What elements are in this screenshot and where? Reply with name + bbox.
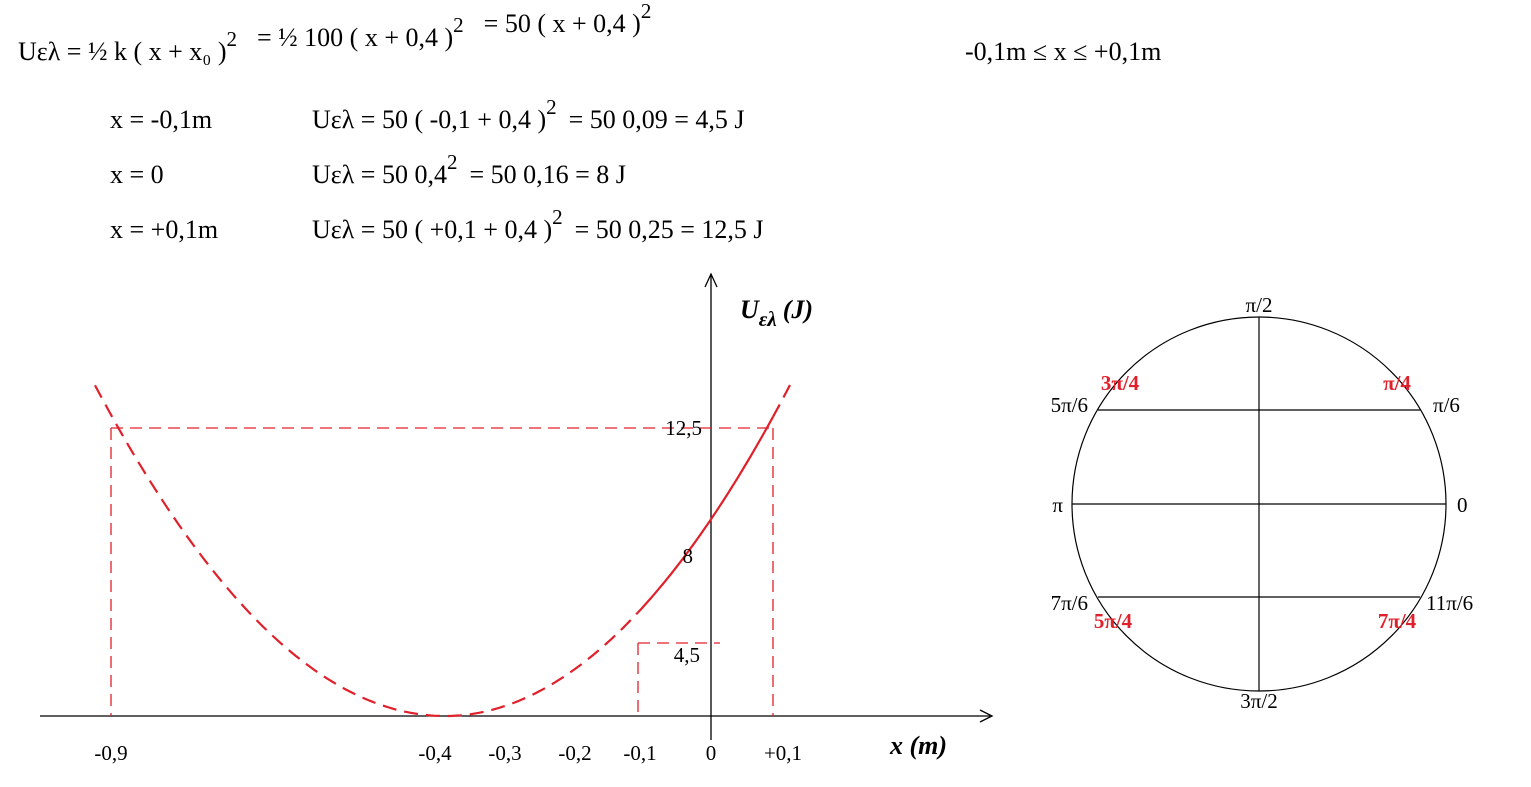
angle-label: π/2 [1246,293,1273,317]
y-ticks: 12,5 8 4,5 [665,416,702,667]
row-expr: Uελ = 50 0,42 = 50 0,16 = 8 J [312,150,626,189]
result: = 50 0,09 = 4,5 J [569,105,745,134]
angle-label: 7π/4 [1378,609,1417,633]
angle-label: π/4 [1383,371,1411,395]
x-tick-label: +0,1 [764,741,802,765]
angle-label: 5π/6 [1051,393,1088,417]
result: = 50 0,25 = 12,5 J [575,215,764,244]
exponent: 2 [546,95,557,119]
row-x: x = +0,1m [110,215,218,244]
angle-label: 0 [1457,493,1468,517]
row-expr: Uελ = 50 ( +0,1 + 0,4 )2 = 50 0,25 = 12,5… [312,205,764,244]
result: = 50 0,16 = 8 J [469,160,625,189]
range: -0,1m ≤ x ≤ +0,1m [965,37,1161,66]
x-arrow [979,709,994,723]
curve-solid [637,416,774,614]
rows: x = -0,1m Uελ = 50 ( -0,1 + 0,4 )2 = 50 0,… [110,95,764,244]
guides [110,427,774,716]
x-tick-label: -0,2 [558,741,591,765]
angle-label: π [1052,493,1063,517]
x-label: x (m) [889,731,947,760]
exponent: 2 [227,27,238,51]
curve-dashed [94,384,639,718]
y-label: Uελ (J) [740,295,813,331]
expression: Uελ = ½ k ( x + x₀ ) [18,37,227,66]
angle-label: 3π/2 [1240,689,1277,713]
y-tick-label: 8 [683,544,694,568]
x-ticks: -0,9 -0,4 -0,3 -0,2 -0,1 0 +0,1 [94,741,802,765]
y-arrow [704,272,718,288]
circle-lines [1071,316,1447,692]
angle-label: 11π/6 [1426,591,1473,615]
row-x: x = 0 [110,160,164,189]
x-tick-label: -0,1 [623,741,656,765]
axes [40,272,994,740]
expression: Uελ = 50 ( +0,1 + 0,4 ) [312,215,552,244]
expression: Uελ = 50 0,4 [312,160,447,189]
y-tick-label: 12,5 [665,416,702,440]
exponent: 2 [641,0,652,23]
x-tick-label: -0,3 [488,741,521,765]
row-x: x = -0,1m [110,105,212,134]
x-tick-label: -0,4 [418,741,452,765]
expression: = ½ 100 ( x + 0,4 ) [257,23,453,52]
curve-dashed [772,384,791,418]
angle-label: 3π/4 [1101,371,1140,395]
expression: Uελ = 50 ( -0,1 + 0,4 ) [312,105,546,134]
x-tick-label: -0,9 [94,741,127,765]
equation: Uελ = ½ k ( x + x₀ )2 = ½ 100 ( x + 0,4 )… [18,0,651,66]
x-tick-label: 0 [706,741,717,765]
row-expr: Uελ = 50 ( -0,1 + 0,4 )2 = 50 0,09 = 4,5 … [312,95,745,134]
y-tick-label: 4,5 [674,643,700,667]
angle-label: 7π/6 [1051,591,1088,615]
exponent: 2 [552,205,563,229]
exponent: 2 [453,13,464,37]
angle-label: 5π/4 [1094,609,1133,633]
circle-labels: π/2 3π/4 π/4 5π/6 π/6 π 0 7π/6 11π/6 5π/4 7π/4 3π/2 [1051,293,1474,713]
expression: = 50 ( x + 0,4 ) [484,9,641,38]
exponent: 2 [447,150,458,174]
angle-label: π/6 [1433,393,1460,417]
